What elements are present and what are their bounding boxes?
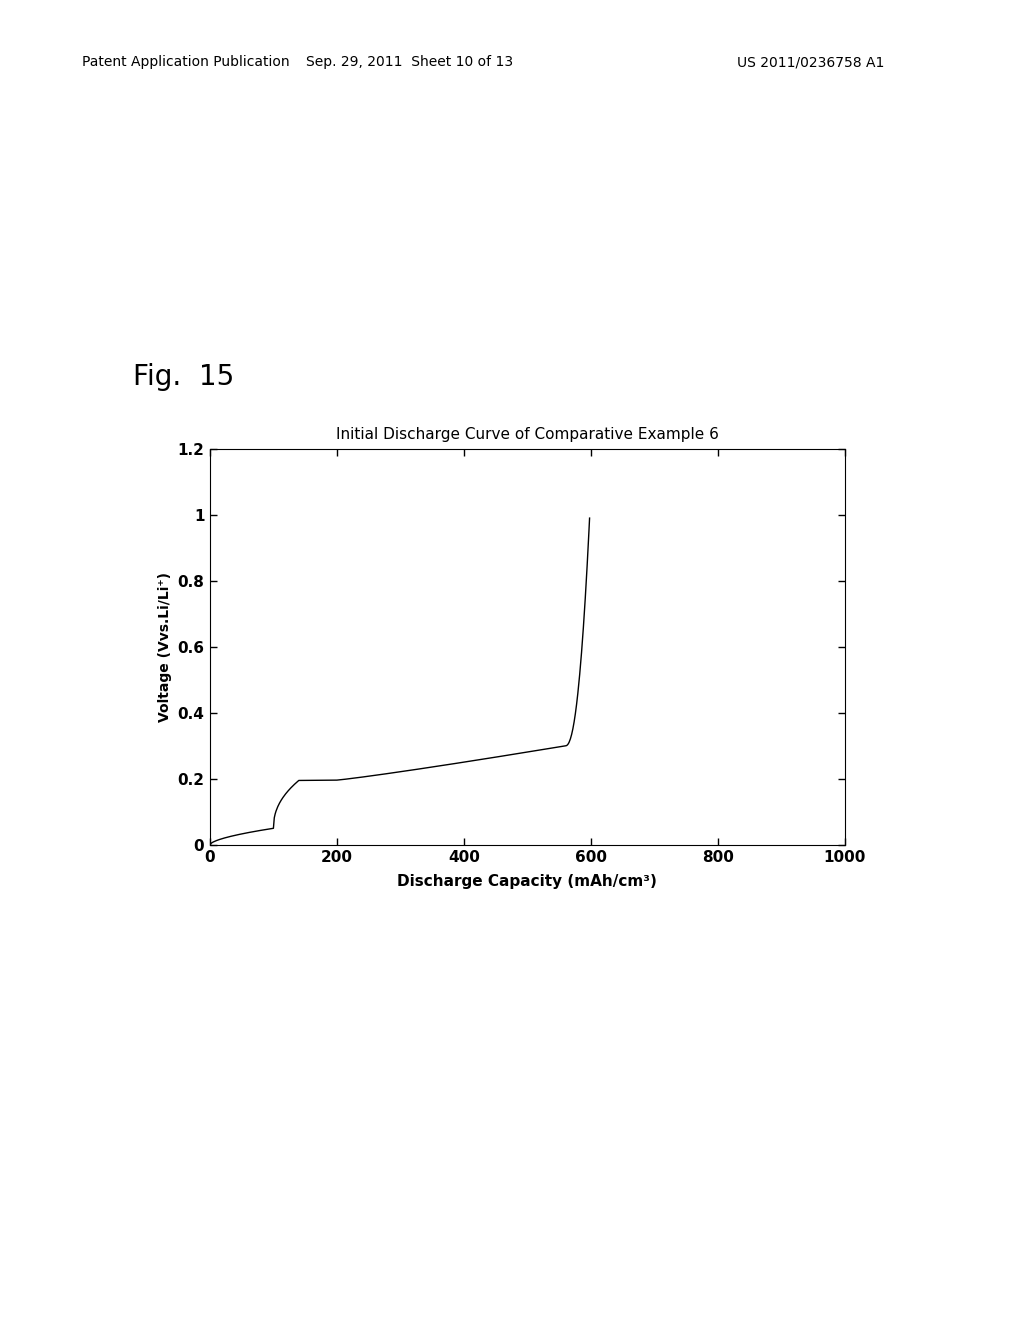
Y-axis label: Voltage (Vvs.Li/Li⁺): Voltage (Vvs.Li/Li⁺): [158, 572, 172, 722]
Text: Fig.  15: Fig. 15: [133, 363, 234, 391]
Text: Patent Application Publication: Patent Application Publication: [82, 55, 290, 70]
Title: Initial Discharge Curve of Comparative Example 6: Initial Discharge Curve of Comparative E…: [336, 428, 719, 442]
Text: Sep. 29, 2011  Sheet 10 of 13: Sep. 29, 2011 Sheet 10 of 13: [306, 55, 513, 70]
X-axis label: Discharge Capacity (mAh/cm³): Discharge Capacity (mAh/cm³): [397, 874, 657, 888]
Text: US 2011/0236758 A1: US 2011/0236758 A1: [737, 55, 885, 70]
